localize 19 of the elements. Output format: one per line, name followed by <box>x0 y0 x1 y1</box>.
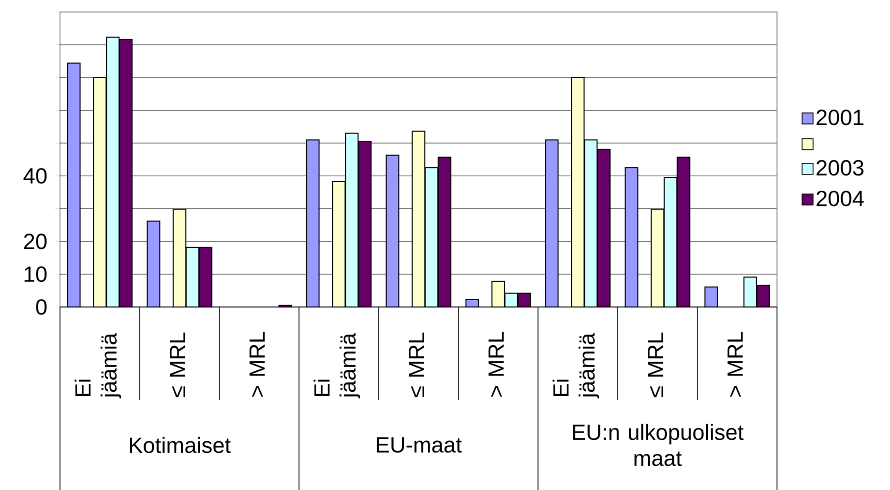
x-tick-label: > MRL <box>728 332 743 397</box>
y-tick-label: 20 <box>24 234 47 250</box>
text: Kotimaiset <box>130 436 231 454</box>
x-tick-label: Ei jäämiä <box>74 332 122 398</box>
y-tick-label: 10 <box>24 266 47 282</box>
x-tick-label: ≤ MRL <box>648 332 664 398</box>
text: EU-maat <box>376 437 462 453</box>
x-tick-label: ≤ MRL <box>170 332 186 398</box>
y-tick-label: 40 <box>24 168 47 184</box>
legend-label: 2001 <box>816 110 864 126</box>
x-tick-label: ≤ MRL <box>408 332 424 398</box>
y-tick-label: 0 <box>36 299 47 315</box>
text: EU:n ulkopuoliset maat <box>573 424 744 466</box>
x-tick-label: > MRL <box>250 332 265 397</box>
x-tick-label: Ei jäämiä <box>314 332 360 398</box>
x-tick-label: > MRL <box>488 332 504 397</box>
legend-label: 2004 <box>816 190 864 206</box>
x-tick-label: Ei jäämiä <box>552 332 600 398</box>
legend-label: 2003 <box>816 160 864 176</box>
